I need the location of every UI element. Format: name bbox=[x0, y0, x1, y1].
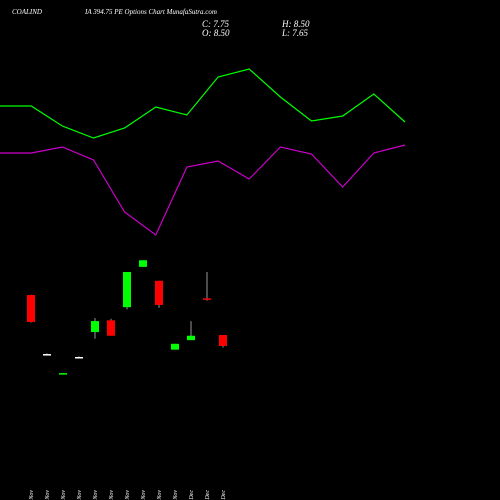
x-tick-label: 17 Nov bbox=[61, 490, 67, 500]
low-label: L: 7.65 bbox=[281, 28, 309, 38]
open-label: O: 8.50 bbox=[202, 28, 230, 38]
candle-body bbox=[139, 260, 147, 267]
x-tick-label: 02 Dec bbox=[205, 490, 211, 500]
candle-body bbox=[187, 335, 195, 341]
x-tick-label: 20 Nov bbox=[109, 490, 115, 500]
x-tick-label: 18 Nov bbox=[77, 490, 83, 500]
candle-body bbox=[59, 373, 67, 375]
candle-body bbox=[203, 298, 211, 300]
x-tick-label: 25 Nov bbox=[157, 490, 163, 500]
x-tick-label: 10 Nov bbox=[29, 490, 35, 500]
candle-body bbox=[43, 354, 51, 356]
candle-body bbox=[155, 280, 163, 305]
candle-body bbox=[75, 356, 83, 359]
x-tick-label: 21 Nov bbox=[125, 490, 131, 500]
high-label: H: 8.50 bbox=[281, 19, 310, 29]
x-tick-label: 13 Nov bbox=[45, 490, 51, 500]
x-tick-label: 03 Dec bbox=[221, 490, 227, 500]
indicator-line bbox=[0, 68, 406, 139]
candle-body bbox=[91, 321, 99, 333]
x-tick-label: 01 Dec bbox=[189, 490, 195, 500]
x-tick-label: 26 Nov bbox=[173, 490, 179, 500]
x-tick-label: 24 Nov bbox=[140, 490, 147, 500]
candle-body bbox=[27, 294, 35, 322]
close-label: C: 7.75 bbox=[202, 19, 230, 29]
candle-body bbox=[123, 271, 131, 308]
candle-body bbox=[107, 320, 115, 336]
x-tick-label: 19 Nov bbox=[93, 490, 99, 500]
candle-body bbox=[171, 343, 179, 350]
chart-subtitle: IA 394.75 PE Options Chart MunafaSutra.c… bbox=[84, 8, 217, 16]
chart-title: COALIND bbox=[12, 8, 42, 16]
indicator-line bbox=[0, 144, 406, 236]
candle-body bbox=[219, 335, 227, 346]
